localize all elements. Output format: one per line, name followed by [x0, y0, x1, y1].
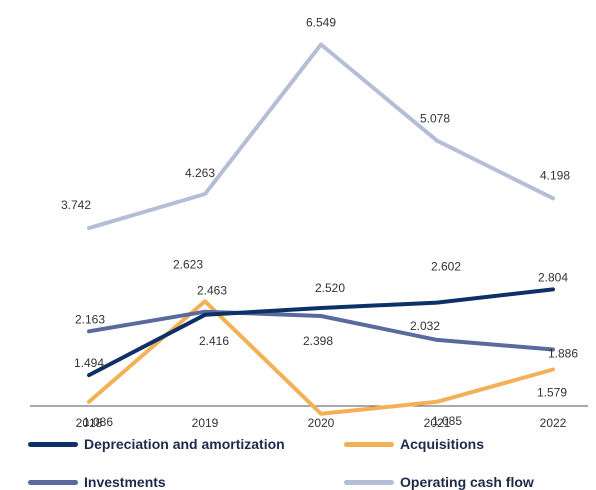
data-label-investments-2018: 2.163: [75, 312, 105, 326]
x-tick-label-2022: 2022: [540, 416, 567, 430]
legend-label-acquisitions: Acquisitions: [400, 436, 485, 452]
legend-item-operating-cash-flow: Operating cash flow: [344, 474, 534, 490]
data-label-acquisitions-2019: 2.623: [173, 257, 203, 271]
data-label-operating-cash-flow-2019: 4.263: [185, 166, 215, 180]
x-tick-labels: 2018 2019 2020 2021 2022: [76, 416, 567, 430]
data-label-depreciation-and-amortization-2020: 2.520: [315, 281, 345, 295]
data-label-operating-cash-flow-2018: 3.742: [61, 198, 91, 212]
data-labels: 1.4942.4162.5202.6022.8041.0862.6239021.…: [61, 15, 578, 429]
data-label-investments-2022: 1.886: [548, 346, 578, 360]
x-tick-label-2018: 2018: [76, 416, 103, 430]
data-label-depreciation-and-amortization-2018: 1.494: [74, 356, 104, 370]
series-lines: [87, 42, 555, 416]
data-label-depreciation-and-amortization-2021: 2.602: [431, 260, 461, 274]
data-label-depreciation-and-amortization-2019: 2.416: [199, 334, 229, 348]
data-label-investments-2019: 2.463: [197, 284, 227, 298]
series-line-depreciation-and-amortization: [87, 287, 555, 378]
series-line-operating-cash-flow: [87, 42, 555, 231]
legend-swatch-depreciation: [28, 441, 78, 447]
legend-label-depreciation: Depreciation and amortization: [84, 436, 285, 452]
data-label-operating-cash-flow-2021: 5.078: [420, 112, 450, 126]
data-label-investments-2021: 2.032: [410, 319, 440, 333]
data-label-operating-cash-flow-2022: 4.198: [540, 168, 570, 182]
legend-item-depreciation: Depreciation and amortization: [28, 436, 285, 452]
series-line-investments: [87, 309, 555, 352]
x-tick-label-2021: 2021: [424, 416, 451, 430]
legend-item-investments: Investments: [28, 474, 166, 490]
legend-item-acquisitions: Acquisitions: [344, 436, 484, 452]
legend-label-operating-cash-flow: Operating cash flow: [400, 474, 534, 490]
x-tick-label-2020: 2020: [308, 416, 335, 430]
data-label-operating-cash-flow-2020: 6.549: [306, 15, 336, 29]
legend-swatch-operating-cash-flow: [344, 479, 394, 485]
data-label-depreciation-and-amortization-2022: 2.804: [538, 270, 568, 284]
x-tick-label-2019: 2019: [192, 416, 219, 430]
legend-label-investments: Investments: [84, 474, 166, 490]
data-label-acquisitions-2021: 1.085: [432, 414, 462, 428]
data-label-acquisitions-2018: 1.086: [83, 415, 113, 429]
data-label-investments-2020: 2.398: [303, 334, 333, 348]
legend-swatch-investments: [28, 479, 78, 485]
line-chart: 1.4942.4162.5202.6022.8041.0862.6239021.…: [30, 15, 588, 430]
data-label-acquisitions-2022: 1.579: [537, 386, 567, 400]
legend-swatch-acquisitions: [344, 441, 394, 447]
